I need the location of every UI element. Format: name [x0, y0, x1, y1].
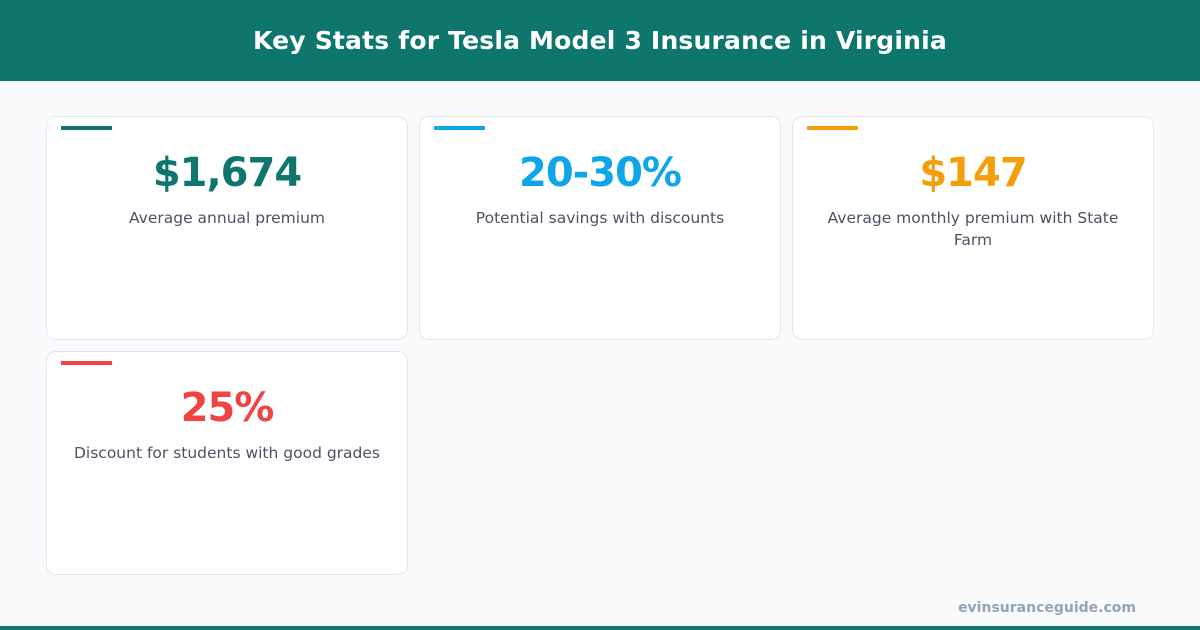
- stat-card-annual-premium: $1,674 Average annual premium: [46, 116, 408, 340]
- accent-bar: [61, 126, 112, 130]
- stat-label: Potential savings with discounts: [475, 209, 725, 227]
- accent-bar: [434, 126, 485, 130]
- stat-label: Average monthly premium with State Farm: [827, 209, 1119, 249]
- stat-label: Average annual premium: [128, 209, 325, 227]
- accent-bar: [807, 126, 858, 130]
- page-title: Key Stats for Tesla Model 3 Insurance in…: [253, 26, 947, 55]
- stat-card-discount-savings: 20-30% Potential savings with discounts: [419, 116, 781, 340]
- stat-label: Discount for students with good grades: [73, 444, 380, 462]
- stat-card-monthly-premium: $147 Average monthly premium with State …: [792, 116, 1154, 340]
- stat-card-student-discount: 25% Discount for students with good grad…: [46, 351, 408, 575]
- header-banner: Key Stats for Tesla Model 3 Insurance in…: [0, 0, 1200, 81]
- site-watermark: evinsuranceguide.com: [958, 600, 1136, 616]
- accent-bar: [61, 361, 112, 365]
- stat-value: $1,674: [152, 150, 302, 196]
- bottom-bar: [0, 626, 1200, 630]
- stat-value: $147: [919, 150, 1027, 196]
- stat-value: 25%: [180, 385, 275, 431]
- stat-value: 20-30%: [518, 150, 682, 196]
